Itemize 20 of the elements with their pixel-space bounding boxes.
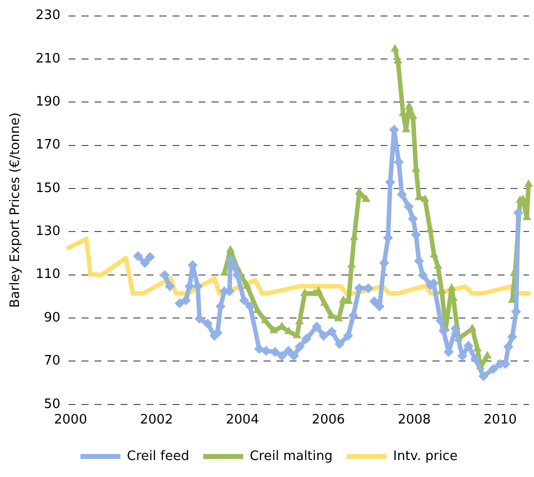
- x-tick-label: 2008: [398, 412, 431, 428]
- x-tick-label: 2004: [226, 412, 259, 428]
- x-tick-label: 2006: [312, 412, 345, 428]
- x-tick-label: 2000: [54, 412, 88, 428]
- legend-label: Intv. price: [393, 448, 458, 464]
- y-tick-label: 230: [36, 8, 60, 24]
- x-tick-label: 2010: [484, 412, 517, 428]
- y-tick-label: 50: [44, 396, 60, 412]
- y-tick-label: 210: [36, 51, 60, 66]
- y-tick-label: 130: [36, 224, 60, 240]
- legend-label: Creil malting: [250, 448, 333, 464]
- y-tick-label: 110: [36, 267, 60, 282]
- y-tick-label: 70: [44, 354, 60, 369]
- y-tick-label: 150: [36, 180, 60, 196]
- legend-label: Creil feed: [126, 448, 190, 464]
- y-axis-title: Barley Export Prices (€/tonne): [8, 112, 24, 308]
- x-tick-label: 2002: [140, 412, 174, 428]
- y-tick-label: 90: [44, 310, 60, 326]
- y-tick-label: 190: [36, 94, 60, 110]
- y-tick-label: 170: [36, 138, 60, 153]
